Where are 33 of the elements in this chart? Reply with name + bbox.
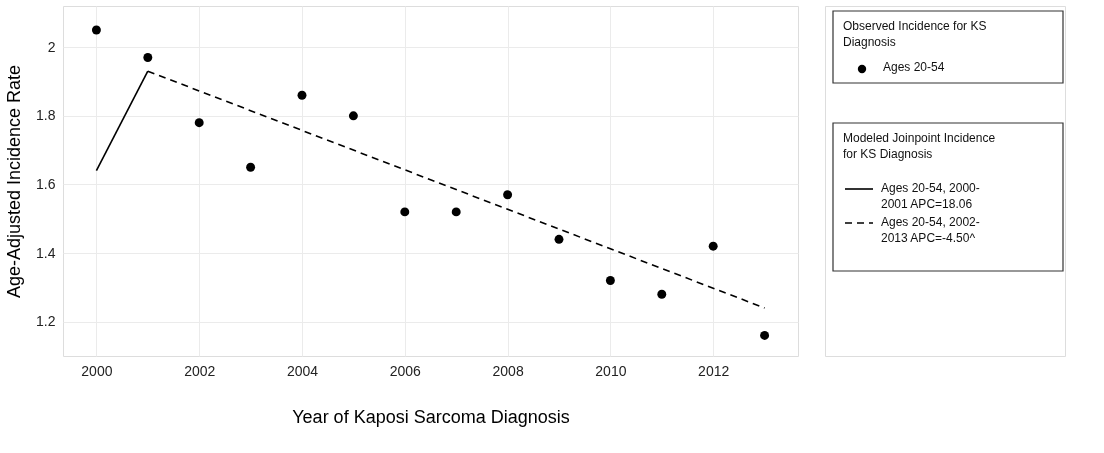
point [194, 118, 204, 128]
y-tick-label: 1.4 [36, 244, 56, 261]
point [400, 207, 410, 217]
x-tick-label: 2002 [184, 362, 216, 379]
y-tick-label: 1.6 [36, 175, 56, 192]
point [708, 241, 718, 251]
point [605, 276, 615, 285]
legend-label: Ages 20-54, 2002- 2013 APC=-4.50^ [881, 215, 980, 245]
point [91, 25, 101, 35]
x-tick-label: 2004 [286, 362, 319, 379]
y-tick-label: 2 [47, 38, 56, 55]
x-tick-label: 2012 [698, 362, 730, 379]
x-tick-label: 2006 [389, 362, 422, 379]
x-tick-label: 2010 [595, 362, 627, 379]
point [297, 90, 307, 100]
point [657, 289, 667, 299]
x-tick-label: 2000 [81, 362, 113, 379]
y-tick-label: 1.2 [36, 313, 56, 330]
y-axis-title: Age-Adjusted Incidence Rate [4, 64, 25, 299]
text: Modeled Joinpoint Incidence for KS Diagnosis [843, 131, 996, 161]
legend-label: Ages 20-54 [883, 60, 945, 74]
point [143, 53, 153, 62]
x-tick-label: 2008 [492, 362, 524, 379]
legend-title: Observed Incidence for KS Diagnosis [843, 19, 987, 49]
point [348, 111, 358, 121]
point [451, 207, 461, 217]
point [503, 190, 513, 200]
point [760, 330, 770, 340]
legend-label: Ages 20-54, 2000- 2001 APC=18.06 [881, 181, 980, 211]
x-axis-title: Year of Kaposi Sarcoma Diagnosis [292, 406, 570, 427]
y-tick-label: 1.8 [36, 107, 56, 124]
point [554, 234, 564, 244]
point [246, 162, 256, 172]
